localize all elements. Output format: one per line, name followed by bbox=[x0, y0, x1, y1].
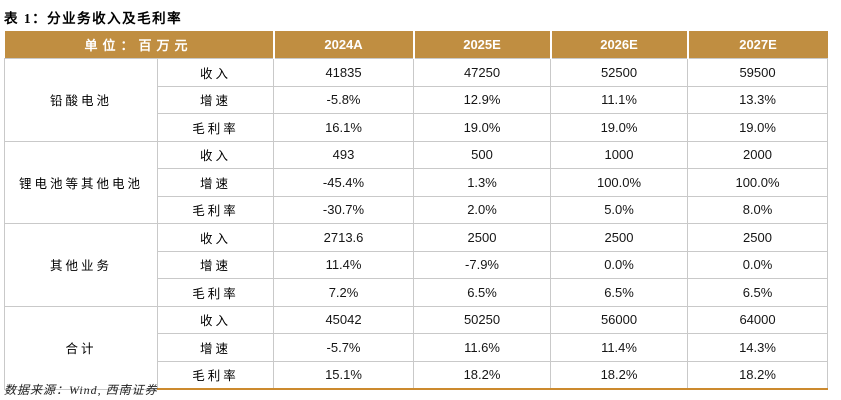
cell-value: 11.6% bbox=[413, 333, 552, 362]
cell-value: 15.1% bbox=[273, 360, 415, 390]
cell-value: 14.3% bbox=[687, 333, 829, 362]
cell-value: 19.0% bbox=[687, 113, 829, 142]
cell-value: 19.0% bbox=[550, 113, 689, 142]
cell-value: 56000 bbox=[550, 305, 689, 334]
table-row: 增速 -5.8% 12.9% 11.1% 13.3% bbox=[5, 85, 829, 114]
metric-label: 增速 bbox=[156, 250, 275, 279]
category-cell-lead-acid: 铅酸电池 bbox=[4, 58, 158, 142]
table-row: 毛利率 -30.7% 2.0% 5.0% 8.0% bbox=[5, 195, 829, 224]
category-cell-total: 合计 bbox=[4, 305, 158, 390]
metric-label: 收入 bbox=[156, 305, 275, 334]
cell-value: 2500 bbox=[413, 223, 552, 252]
cell-value: 1.3% bbox=[413, 168, 552, 197]
data-source-note: 数据来源：Wind, 西南证券 bbox=[4, 383, 158, 397]
metric-label: 毛利率 bbox=[156, 113, 275, 142]
cell-value: 47250 bbox=[413, 58, 552, 87]
metric-label: 收入 bbox=[156, 223, 275, 252]
table-row: 增速 -45.4% 1.3% 100.0% 100.0% bbox=[5, 168, 829, 197]
header-row: 单位：百万元 2024A 2025E 2026E 2027E bbox=[4, 31, 828, 59]
column-header-2026e: 2026E bbox=[549, 31, 688, 59]
metric-label: 增速 bbox=[156, 85, 275, 114]
cell-value: 7.2% bbox=[273, 278, 415, 307]
table-row: 合计 收入 45042 50250 56000 64000 bbox=[4, 305, 829, 390]
cell-value: 0.0% bbox=[687, 250, 829, 279]
cell-value: 6.5% bbox=[550, 278, 689, 307]
cell-value: 19.0% bbox=[413, 113, 552, 142]
cell-value: -45.4% bbox=[273, 168, 415, 197]
cell-value: 59500 bbox=[687, 58, 829, 87]
cell-value: 2500 bbox=[687, 223, 829, 252]
business-revenue-table: 单位：百万元 2024A 2025E 2026E 2027E 铅酸电池 收入 4… bbox=[4, 31, 829, 390]
cell-value: 11.1% bbox=[550, 85, 689, 114]
table-row: 增速 -5.7% 11.6% 11.4% 14.3% bbox=[5, 333, 829, 362]
cell-value: 64000 bbox=[687, 305, 829, 334]
cell-value: 18.2% bbox=[413, 360, 552, 390]
table-row: 锂电池等其他电池 收入 493 500 1000 2000 bbox=[4, 140, 829, 224]
cell-value: 45042 bbox=[273, 305, 415, 334]
table-row: 铅酸电池 收入 41835 47250 52500 59500 bbox=[4, 58, 829, 142]
cell-value: 2000 bbox=[687, 140, 829, 169]
cell-value: 13.3% bbox=[687, 85, 829, 114]
table-row: 毛利率 15.1% 18.2% 18.2% 18.2% bbox=[5, 360, 829, 390]
table-row: 毛利率 7.2% 6.5% 6.5% 6.5% bbox=[5, 278, 829, 307]
cell-value: 8.0% bbox=[687, 195, 829, 224]
cell-value: 5.0% bbox=[550, 195, 689, 224]
unit-header-cell: 单位：百万元 bbox=[4, 31, 274, 59]
column-header-2024a: 2024A bbox=[272, 31, 414, 59]
metric-label: 毛利率 bbox=[156, 360, 275, 390]
table-row: 毛利率 16.1% 19.0% 19.0% 19.0% bbox=[5, 113, 829, 142]
column-header-2025e: 2025E bbox=[412, 31, 551, 59]
cell-value: 2.0% bbox=[413, 195, 552, 224]
category-cell-other-business: 其他业务 bbox=[4, 223, 158, 307]
metric-label: 增速 bbox=[156, 168, 275, 197]
cell-value: 18.2% bbox=[687, 360, 829, 390]
cell-value: 1000 bbox=[550, 140, 689, 169]
cell-value: -5.8% bbox=[273, 85, 415, 114]
cell-value: 11.4% bbox=[273, 250, 415, 279]
metric-label: 收入 bbox=[156, 58, 275, 87]
cell-value: 52500 bbox=[550, 58, 689, 87]
cell-value: 6.5% bbox=[687, 278, 829, 307]
cell-value: 50250 bbox=[413, 305, 552, 334]
cell-value: -5.7% bbox=[273, 333, 415, 362]
cell-value: 0.0% bbox=[550, 250, 689, 279]
metric-label: 收入 bbox=[156, 140, 275, 169]
metric-label: 毛利率 bbox=[156, 278, 275, 307]
cell-value: 100.0% bbox=[550, 168, 689, 197]
table-row: 其他业务 收入 2713.6 2500 2500 2500 bbox=[4, 223, 829, 307]
cell-value: 6.5% bbox=[413, 278, 552, 307]
cell-value: 12.9% bbox=[413, 85, 552, 114]
cell-value: 100.0% bbox=[687, 168, 829, 197]
cell-value: 18.2% bbox=[550, 360, 689, 390]
column-header-2027e: 2027E bbox=[686, 31, 828, 59]
cell-value: 493 bbox=[273, 140, 415, 169]
cell-value: -30.7% bbox=[273, 195, 415, 224]
metric-label: 增速 bbox=[156, 333, 275, 362]
cell-value: 16.1% bbox=[273, 113, 415, 142]
cell-value: -7.9% bbox=[413, 250, 552, 279]
cell-value: 11.4% bbox=[550, 333, 689, 362]
cell-value: 500 bbox=[413, 140, 552, 169]
cell-value: 41835 bbox=[273, 58, 415, 87]
category-cell-lithium: 锂电池等其他电池 bbox=[4, 140, 158, 224]
cell-value: 2713.6 bbox=[273, 223, 415, 252]
table-title: 表 1：分业务收入及毛利率 bbox=[4, 11, 183, 26]
table-row: 增速 11.4% -7.9% 0.0% 0.0% bbox=[5, 250, 829, 279]
cell-value: 2500 bbox=[550, 223, 689, 252]
metric-label: 毛利率 bbox=[156, 195, 275, 224]
